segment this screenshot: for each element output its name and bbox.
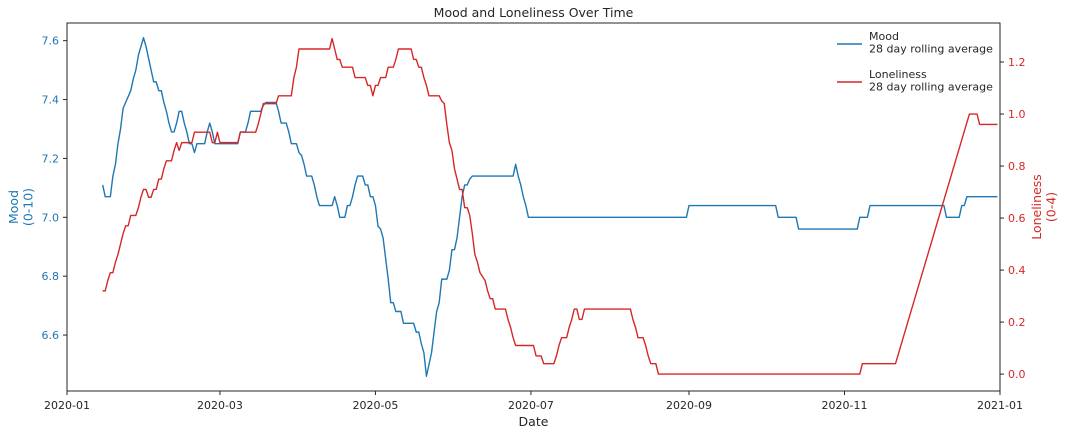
- y-right-tick-label: 0.4: [1008, 264, 1026, 277]
- y-right-tick-label: 0.2: [1008, 316, 1026, 329]
- x-tick-label: 2020-05: [352, 399, 398, 412]
- x-tick-label: 2021-01: [977, 399, 1023, 412]
- legend-entry: Mood 28 day rolling average: [869, 30, 993, 56]
- axis-title-line: Loneliness: [1029, 174, 1044, 240]
- legend-entry-line: Loneliness: [869, 68, 927, 81]
- legend-entry-line: Mood: [869, 30, 899, 43]
- legend-entry-line: 28 day rolling average: [869, 81, 993, 94]
- series-line-mood: [102, 37, 998, 377]
- y-right-tick-label: 0.6: [1008, 212, 1026, 225]
- y-left-tick-label: 6.8: [42, 270, 60, 283]
- y-left-tick-label: 6.6: [42, 329, 60, 342]
- x-axis: 2020-01 2020-03 2020-05 2020-07 2020-09 2020-…: [44, 391, 1023, 412]
- y-axis-left: 6.6 6.8 7.0 7.2 7.4 7.6: [42, 35, 67, 342]
- chart-title: Mood and Loneliness Over Time: [434, 5, 634, 20]
- y-right-tick-label: 1.2: [1008, 56, 1026, 69]
- y-right-tick-label: 0.0: [1008, 368, 1026, 381]
- y-axis-right-title: Loneliness(0-4): [1029, 174, 1058, 240]
- y-left-tick-label: 7.4: [42, 94, 60, 107]
- x-tick-label: 2020-09: [666, 399, 712, 412]
- y-right-tick-label: 0.8: [1008, 160, 1026, 173]
- legend-entry: Loneliness 28 day rolling average: [869, 68, 993, 94]
- y-axis-left-title: Mood(0-10): [6, 188, 35, 226]
- y-right-tick-label: 1.0: [1008, 108, 1026, 121]
- plot-frame: [66, 22, 1001, 392]
- axis-title-line: (0-4): [1043, 192, 1058, 222]
- y-axis-right: 0.0 0.2 0.4 0.6 0.8 1.0 1.2: [1000, 56, 1026, 381]
- y-left-tick-label: 7.0: [42, 211, 60, 224]
- axis-title-line: (0-10): [20, 188, 35, 226]
- y-left-tick-label: 7.2: [42, 152, 60, 165]
- series-line-loneliness: [102, 37, 998, 375]
- y-left-tick-label: 7.6: [42, 35, 60, 48]
- x-tick-label: 2020-03: [197, 399, 243, 412]
- series-layer: [102, 37, 998, 377]
- x-tick-label: 2020-01: [44, 399, 90, 412]
- x-axis-title: Date: [519, 414, 549, 429]
- x-tick-label: 2020-11: [822, 399, 868, 412]
- axis-title-line: Mood: [6, 190, 21, 224]
- x-tick-label: 2020-07: [508, 399, 554, 412]
- legend-entry-line: 28 day rolling average: [869, 43, 993, 56]
